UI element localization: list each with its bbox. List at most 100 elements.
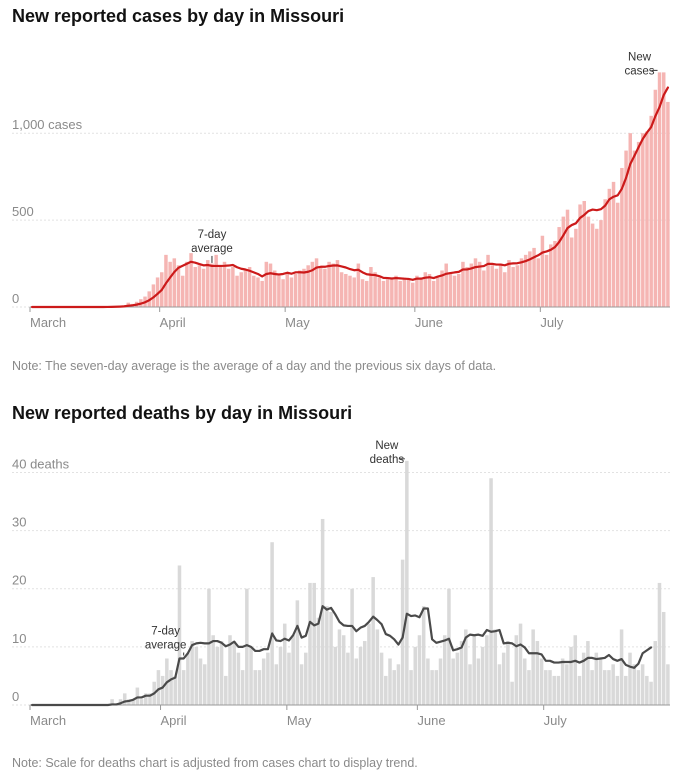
cases-bar bbox=[528, 251, 532, 307]
deaths-bar bbox=[640, 664, 645, 705]
cases-bar bbox=[306, 265, 310, 307]
deaths-bar bbox=[337, 629, 342, 705]
cases-bar bbox=[302, 268, 306, 307]
cases-x-tick-label: June bbox=[415, 315, 443, 330]
deaths-y-tick-label: 30 bbox=[12, 515, 26, 530]
deaths-bar bbox=[535, 641, 540, 705]
deaths-bar bbox=[510, 681, 514, 705]
cases-bar bbox=[544, 254, 549, 307]
cases-bar bbox=[603, 199, 607, 307]
cases-bar bbox=[452, 275, 457, 307]
deaths-bar bbox=[619, 629, 624, 705]
deaths-chart: 0 10 20 30 40 deaths March April May June July New… bbox=[12, 440, 670, 728]
cases-bar bbox=[636, 141, 641, 307]
deaths-bar bbox=[367, 623, 371, 705]
deaths-bar bbox=[548, 670, 552, 705]
cases-bar bbox=[218, 265, 223, 307]
cases-bar bbox=[364, 280, 369, 307]
deaths-bar bbox=[455, 652, 460, 705]
cases-bar bbox=[632, 150, 637, 307]
deaths-bar bbox=[320, 518, 325, 705]
deaths-bar bbox=[565, 664, 569, 705]
cases-bar bbox=[645, 131, 649, 307]
deaths-x-tick-label: April bbox=[161, 713, 187, 728]
cases-bar bbox=[323, 268, 327, 307]
cases-bar bbox=[360, 279, 365, 307]
deaths-bar bbox=[615, 675, 620, 705]
deaths-bar bbox=[636, 670, 641, 705]
deaths-bar bbox=[358, 646, 363, 705]
cases-bar bbox=[335, 260, 340, 307]
cases-bar bbox=[180, 275, 185, 307]
cases-bar bbox=[657, 72, 662, 308]
deaths-bar bbox=[472, 635, 476, 705]
deaths-bar bbox=[573, 635, 578, 705]
cases-bar bbox=[661, 72, 666, 308]
deaths-bar bbox=[329, 611, 333, 705]
cases-new-annotation-line1: New bbox=[628, 51, 652, 63]
deaths-bar bbox=[245, 588, 249, 705]
deaths-bar bbox=[581, 652, 586, 705]
cases-bar bbox=[339, 272, 344, 307]
cases-bar bbox=[377, 277, 382, 307]
cases-y-tick-label: 1,000 cases bbox=[12, 117, 83, 132]
deaths-bar bbox=[156, 670, 161, 705]
cases-new-annotation-line2: cases bbox=[625, 65, 655, 77]
cases-bar bbox=[226, 268, 231, 307]
deaths-bar bbox=[392, 670, 396, 705]
deaths-bar bbox=[653, 641, 658, 705]
deaths-bar bbox=[501, 652, 506, 705]
cases-bar bbox=[469, 263, 474, 307]
deaths-x-tick-label: March bbox=[30, 713, 66, 728]
deaths-bar bbox=[539, 658, 544, 705]
cases-bar bbox=[235, 275, 239, 307]
cases-bar bbox=[578, 204, 582, 307]
deaths-bar bbox=[527, 670, 531, 705]
deaths-bar bbox=[594, 652, 599, 705]
cases-bar bbox=[415, 275, 419, 307]
deaths-bar bbox=[438, 658, 443, 705]
deaths-bar bbox=[316, 617, 321, 705]
deaths-bar bbox=[607, 670, 611, 705]
deaths-bar bbox=[127, 699, 131, 705]
cases-bar bbox=[381, 280, 386, 307]
cases-bar bbox=[494, 268, 499, 307]
cases-bar bbox=[197, 265, 202, 307]
cases-bar bbox=[189, 253, 193, 307]
deaths-bar bbox=[291, 635, 295, 705]
cases-bar bbox=[222, 261, 227, 307]
cases-bar bbox=[352, 277, 356, 307]
cases-bar bbox=[185, 261, 189, 307]
deaths-bar bbox=[577, 675, 582, 705]
deaths-bar bbox=[645, 675, 649, 705]
deaths-bar bbox=[468, 664, 472, 705]
deaths-bar bbox=[295, 600, 300, 705]
deaths-bar bbox=[287, 652, 291, 705]
cases-bar bbox=[574, 228, 578, 307]
deaths-bar bbox=[602, 670, 607, 705]
cases-bar bbox=[344, 273, 348, 307]
cases-bar bbox=[406, 279, 411, 307]
deaths-bar bbox=[514, 635, 519, 705]
cases-bar bbox=[427, 273, 432, 307]
cases-bar bbox=[590, 223, 595, 307]
cases-bar bbox=[465, 267, 469, 307]
cases-bar bbox=[611, 181, 616, 307]
cases-bar bbox=[540, 235, 545, 307]
cases-note: Note: The seven-day average is the avera… bbox=[12, 359, 497, 373]
cases-bar bbox=[649, 115, 653, 308]
deaths-bar bbox=[308, 582, 312, 705]
deaths-bar bbox=[131, 699, 135, 705]
cases-bar bbox=[561, 216, 566, 307]
deaths-bar bbox=[497, 664, 502, 705]
deaths-bar bbox=[350, 588, 354, 705]
deaths-bar bbox=[447, 588, 451, 705]
cases-bar bbox=[155, 277, 160, 307]
deaths-bar bbox=[266, 652, 270, 705]
deaths-bar bbox=[341, 635, 346, 705]
deaths-bar bbox=[442, 635, 447, 705]
deaths-bar bbox=[312, 582, 316, 705]
cases-bar bbox=[498, 263, 503, 307]
cases-bar bbox=[390, 279, 394, 307]
cases-bar bbox=[477, 261, 482, 307]
